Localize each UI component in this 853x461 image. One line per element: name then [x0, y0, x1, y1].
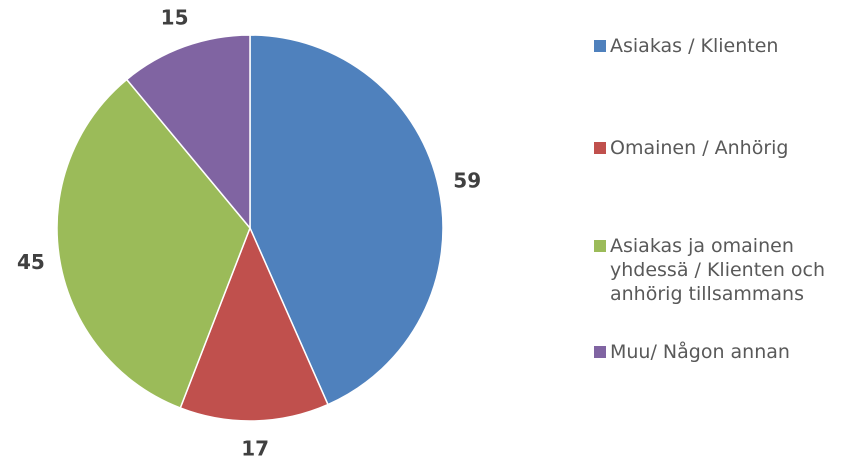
legend-swatch [594, 346, 606, 358]
legend-label: Muu/ Någon annan [610, 341, 790, 363]
legend-item: Asiakas ja omainen yhdessä / Klienten oc… [594, 234, 849, 306]
pie-slice [179, 226, 329, 422]
legend-label: Asiakas / Klienten [610, 35, 779, 57]
legend-swatch [594, 240, 606, 252]
legend-swatch [594, 40, 606, 52]
legend-item: Muu/ Någon annan [594, 340, 790, 364]
data-label: 45 [17, 250, 45, 274]
legend-item: Asiakas / Klienten [594, 34, 778, 58]
legend-item: Omainen / Anhörig [594, 136, 789, 160]
pie-slice [56, 78, 251, 409]
data-label: 15 [161, 6, 189, 30]
data-label: 59 [453, 169, 481, 193]
legend-label: Omainen / Anhörig [610, 137, 789, 159]
data-label: 17 [241, 436, 269, 460]
legend-label: Asiakas ja omainen yhdessä / Klienten oc… [610, 235, 826, 305]
pie-slice [125, 34, 251, 231]
pie-slice [249, 34, 444, 406]
legend-swatch [594, 142, 606, 154]
